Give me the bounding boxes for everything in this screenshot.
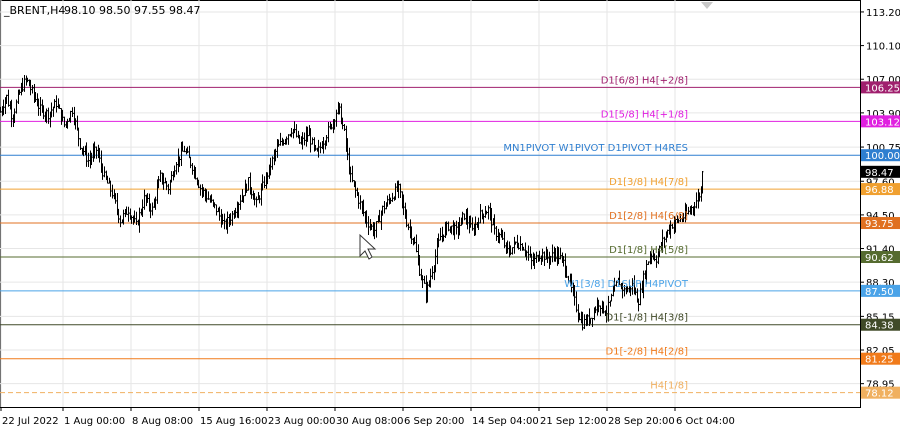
level-price-tag — [861, 352, 900, 365]
time-tick-label: 28 Sep 20:00 — [608, 416, 675, 427]
level-price-tag — [861, 217, 900, 230]
current-price-label: 98.47 — [865, 168, 894, 179]
level-label: D1[5/8] H4[+1/8] — [601, 109, 688, 120]
level-price-tag-label: 84.38 — [865, 321, 894, 332]
level-price-tag-label: 106.25 — [865, 83, 900, 94]
level-label: MN1PIVOT W1PIVOT D1PIVOT H4RES — [503, 143, 688, 154]
price-tick-label: 97.60 — [866, 177, 895, 188]
price-tick-label: 100.75 — [866, 143, 900, 154]
time-tick-label: 22 Jul 2022 — [2, 416, 59, 427]
level-label: H4[1/8] — [650, 381, 688, 392]
level-price-tag — [861, 81, 900, 94]
level-label: D1[6/8] H4[+2/8] — [601, 75, 688, 86]
level-price-tag — [861, 149, 900, 162]
level-price-tag-label: 93.75 — [865, 219, 894, 230]
level-lines — [0, 86, 860, 394]
level-price-tag-label: 81.25 — [865, 355, 894, 366]
level-label: D1[-2/8] H4[2/8] — [605, 347, 688, 358]
level-price-tag-label: 78.12 — [865, 389, 894, 400]
price-tick-label: 82.05 — [866, 346, 895, 357]
level-price-tag-label: 90.62 — [865, 253, 894, 264]
level-label: W1[3/8] D1SUP H4PIVOT — [564, 279, 689, 290]
level-label: D1[-1/8] H4[3/8] — [605, 313, 688, 324]
time-tick-label: 21 Sep 12:00 — [540, 416, 607, 427]
level-price-tag-label: 103.12 — [865, 117, 900, 128]
time-tick-label: 30 Aug 08:00 — [336, 416, 403, 427]
time-tick-label: 8 Aug 08:00 — [132, 416, 193, 427]
current-price-tag — [861, 165, 900, 178]
mouse-cursor-icon — [359, 233, 377, 260]
price-tick-label: 78.95 — [866, 380, 895, 391]
level-price-tag — [861, 115, 900, 128]
price-tick-label: 91.40 — [866, 245, 895, 256]
price-tick-label: 88.30 — [866, 278, 895, 289]
level-label: D1[2/8] H4[6/8] — [609, 211, 688, 222]
level-labels: D1[6/8] H4[+2/8] D1[5/8] H4[+1/8] MN1PIVOT… — [503, 75, 689, 391]
price-tick-label: 103.90 — [866, 109, 900, 120]
time-tick-label: 15 Aug 16:00 — [200, 416, 267, 427]
time-tick-label: 23 Aug 00:00 — [268, 416, 335, 427]
time-tick-label: 1 Aug 00:00 — [64, 416, 125, 427]
price-tick-label: 85.15 — [866, 312, 895, 323]
price-tick-label: 113.20 — [866, 8, 900, 19]
level-label: D1[1/8] H4[5/8] — [609, 245, 688, 256]
time-tick-label: 14 Sep 04:00 — [472, 416, 539, 427]
level-label: D1[3/8] H4[7/8] — [609, 177, 688, 188]
price-bars — [0, 75, 704, 331]
level-price-tag-label: 96.88 — [865, 185, 894, 196]
level-price-tag — [861, 386, 900, 399]
level-price-tag — [861, 284, 900, 297]
price-tick-label: 107.00 — [866, 75, 900, 86]
level-price-tag — [861, 318, 900, 331]
time-axis: 22 Jul 2022 1 Aug 00:00 8 Aug 08:00 15 Aug … — [0, 407, 735, 427]
symbol-label: _BRENT,H4 — [3, 4, 65, 17]
level-price-tag-label: 100.00 — [865, 151, 900, 162]
time-tick-label: 6 Oct 04:00 — [676, 416, 735, 427]
price-axis: 113.20 110.10 107.00 103.90 100.75 97.60 94.50… — [860, 8, 900, 400]
grid — [0, 0, 860, 407]
price-tick-label: 94.50 — [866, 211, 895, 222]
plot-frame — [0, 0, 861, 408]
level-price-tag — [861, 183, 900, 196]
ohlc-label: 98.10 98.50 97.55 98.47 — [64, 4, 200, 17]
time-tick-label: 6 Sep 20:00 — [404, 416, 464, 427]
level-price-tag-label: 87.50 — [865, 287, 894, 298]
chart-shift-marker[interactable] — [701, 2, 713, 9]
price-tick-label: 110.10 — [866, 42, 900, 53]
level-price-tag — [861, 251, 900, 264]
